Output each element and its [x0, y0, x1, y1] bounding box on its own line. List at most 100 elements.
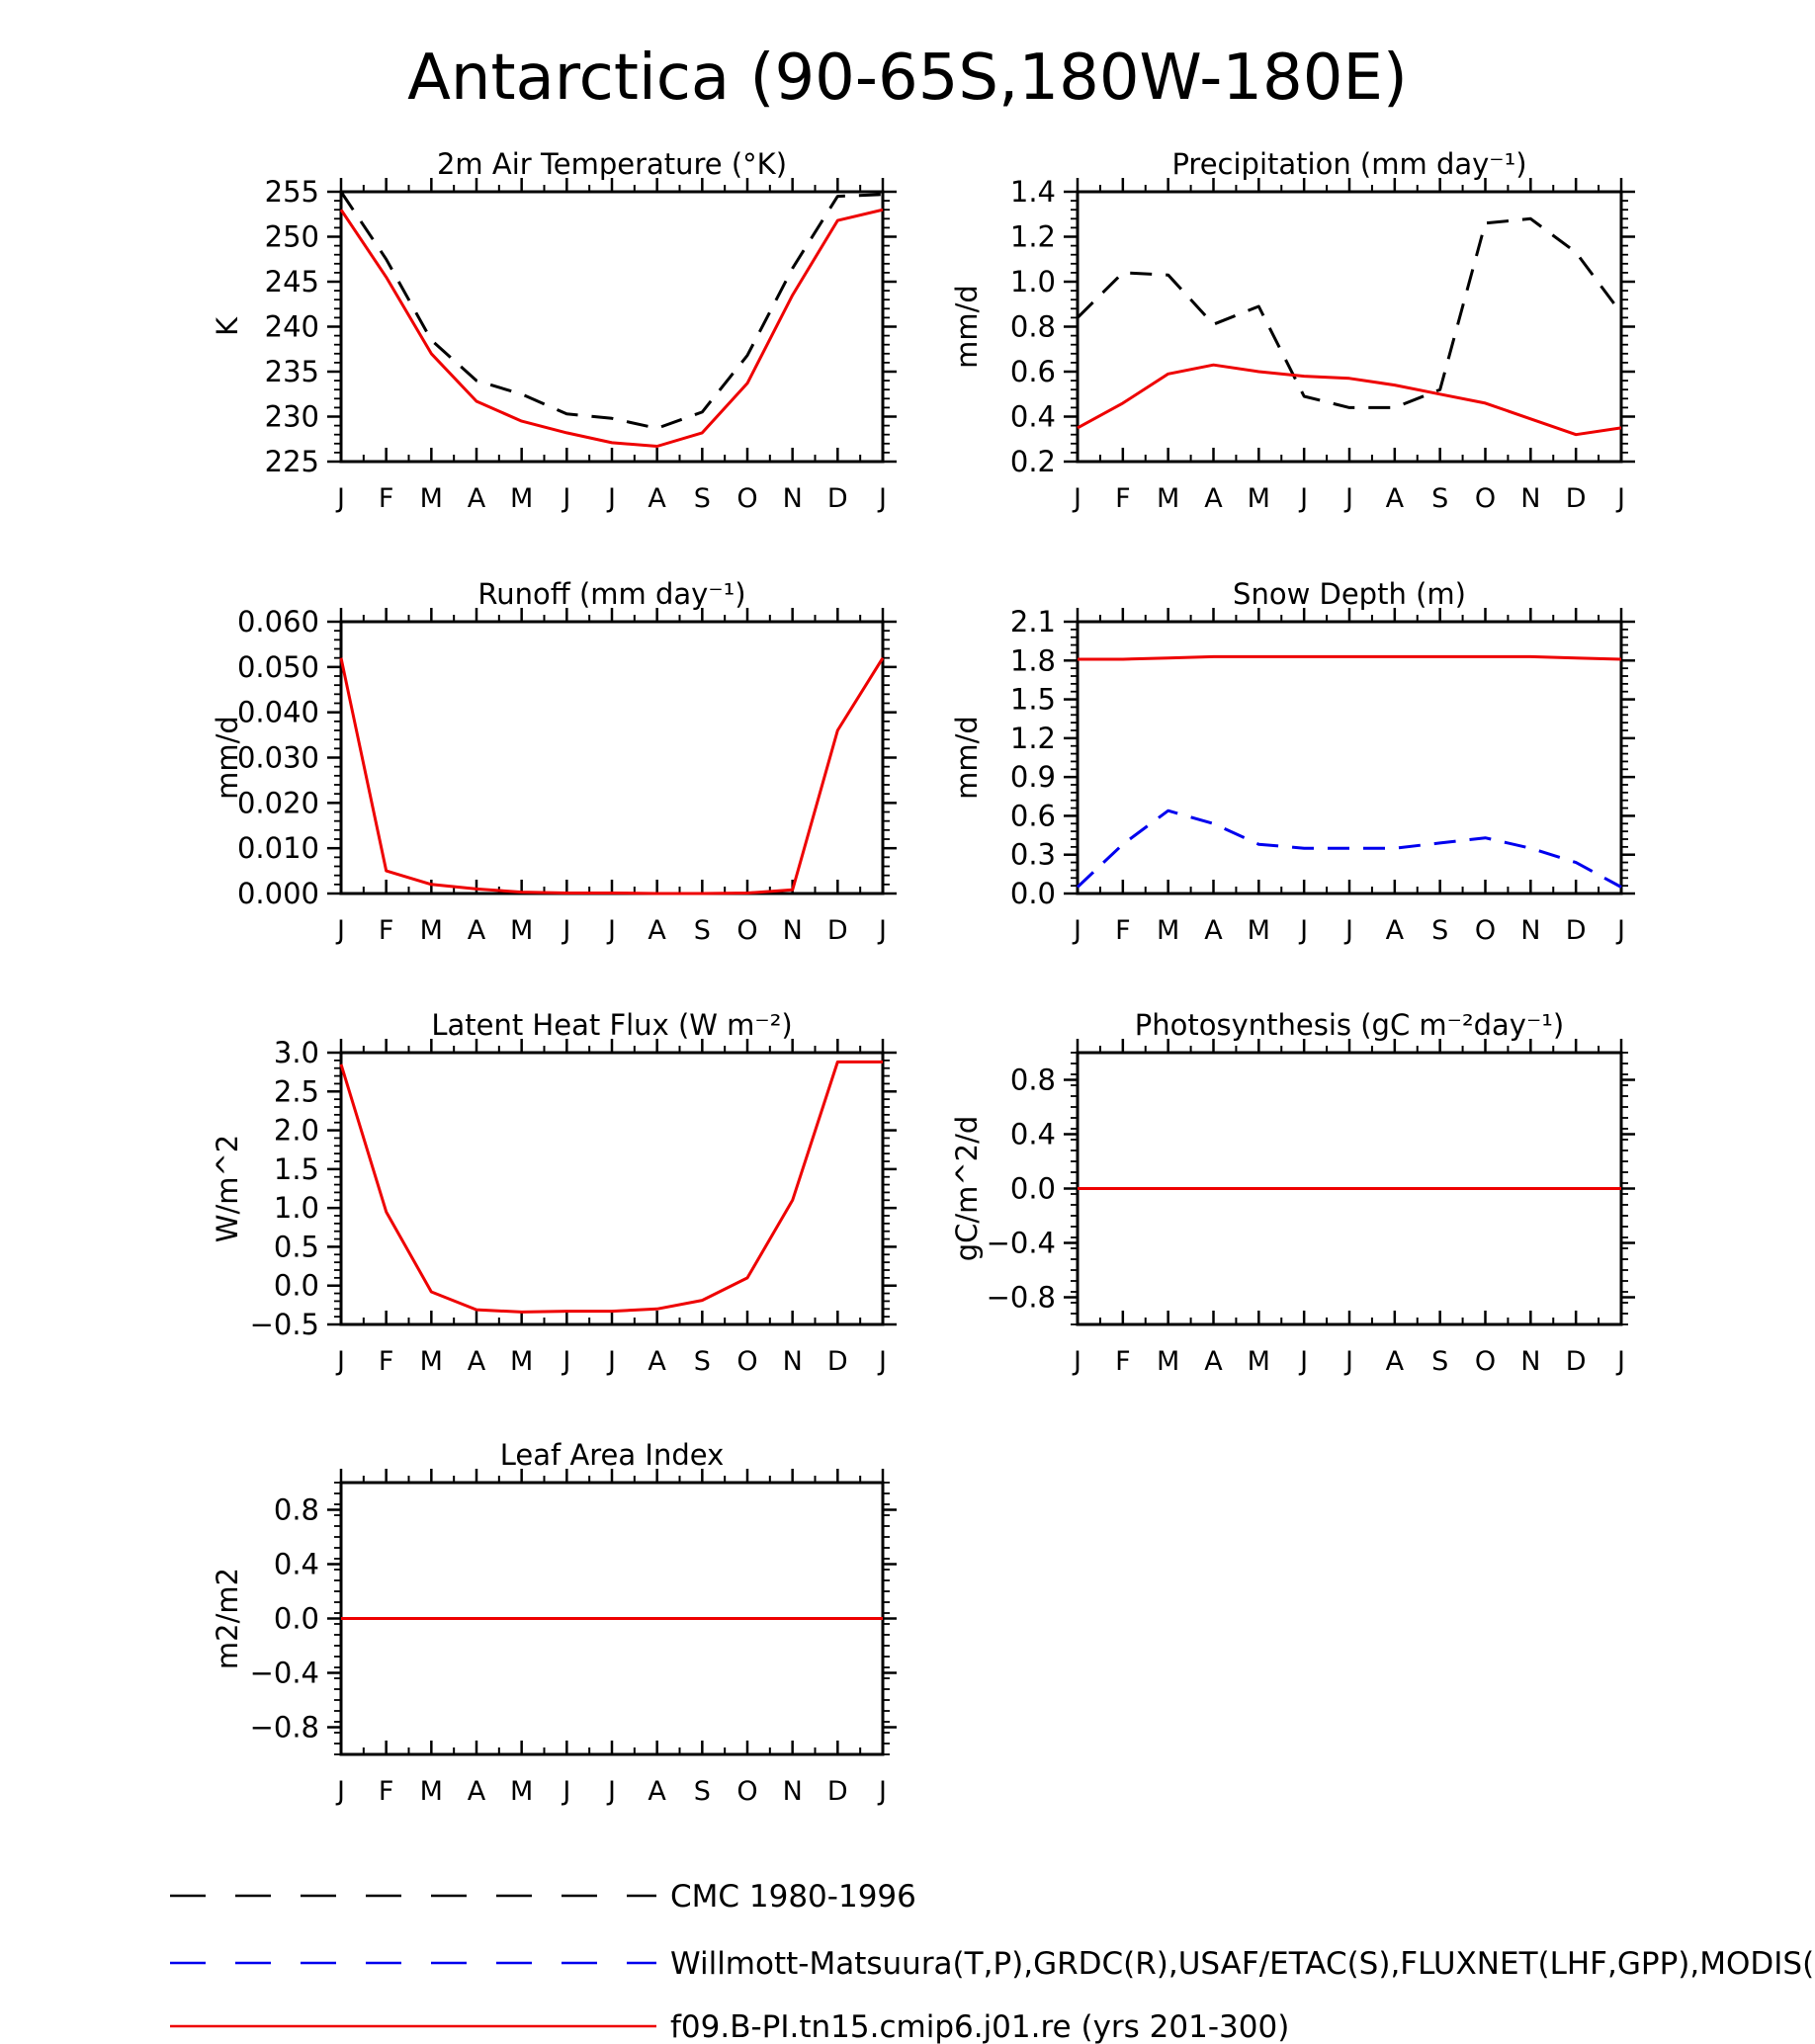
y-tick-label: −0.5 [250, 1308, 319, 1341]
panel-title: Precipitation (mm day⁻¹) [1171, 147, 1526, 181]
x-tick-label: J [1072, 483, 1081, 514]
x-tick-label: J [561, 1346, 570, 1377]
x-tick-label: J [606, 1776, 616, 1807]
panel-title: 2m Air Temperature (°K) [437, 147, 787, 181]
y-tick-label: 0.6 [1010, 799, 1056, 832]
x-tick-label: J [561, 1776, 570, 1807]
panel-title: Runoff (mm day⁻¹) [477, 577, 745, 611]
x-tick-label: J [606, 1346, 616, 1377]
y-tick-label: 0.8 [1010, 1064, 1056, 1097]
y-tick-label: 0.000 [237, 877, 319, 910]
x-tick-label: A [468, 915, 486, 946]
y-tick-label: 0.4 [1010, 1118, 1056, 1151]
x-tick-label: A [1204, 915, 1223, 946]
y-tick-label: 0.0 [274, 1269, 319, 1303]
x-tick-label: M [1157, 1346, 1179, 1377]
y-axis-label: mm/d [950, 285, 984, 369]
x-tick-label: J [877, 1346, 887, 1377]
y-axis-label: mm/d [950, 716, 984, 800]
y-tick-label: 225 [265, 445, 319, 478]
y-tick-label: 1.2 [1010, 220, 1056, 254]
x-tick-label: M [1157, 915, 1179, 946]
x-tick-label: A [1386, 483, 1405, 514]
y-tick-label: 2.1 [1010, 605, 1056, 639]
x-tick-label: J [1298, 483, 1308, 514]
panel-title: Latent Heat Flux (W m⁻²) [431, 1008, 792, 1042]
legend: CMC 1980-1996 Willmott-Matsuura(T,P),GRDC… [170, 1879, 1814, 2044]
x-tick-label: M [1157, 483, 1179, 514]
y-tick-label: 0.020 [237, 786, 319, 819]
x-tick-label: S [1431, 1346, 1448, 1377]
y-tick-label: 1.8 [1010, 643, 1056, 677]
series-line-1 [339, 191, 884, 430]
series-line-2 [339, 208, 884, 448]
y-tick-label: 0.0 [274, 1602, 319, 1636]
legend-label-3: f09.B-PI.tn15.cmip6.j01.re (yrs 201-300) [670, 2009, 1289, 2044]
y-tick-label: 240 [265, 310, 319, 344]
y-tick-label: 0.0 [1010, 1172, 1056, 1206]
x-tick-label: J [1615, 1346, 1625, 1377]
x-tick-label: M [1248, 1346, 1270, 1377]
x-tick-label: J [335, 915, 345, 946]
x-tick-label: M [420, 915, 443, 946]
x-tick-label: A [1386, 915, 1405, 946]
x-tick-label: O [1475, 483, 1496, 514]
x-tick-label: D [1566, 483, 1587, 514]
panel-2: J F M A M J J A S O N D J0.20.40.60.81.01.21.4Precip… [950, 147, 1635, 514]
x-tick-label: S [694, 1346, 711, 1377]
y-tick-label: −0.8 [250, 1711, 319, 1745]
series-line-3 [1078, 654, 1622, 661]
legend-label-2: Willmott-Matsuura(T,P),GRDC(R),USAF/ETAC… [670, 1946, 1814, 1982]
x-tick-label: J [1343, 1346, 1353, 1377]
x-tick-label: M [510, 1346, 533, 1377]
panel-3: J F M A M J J A S O N D J0.0000.0100.0200.0300.0400.… [211, 577, 897, 946]
x-tick-label: J [877, 1776, 887, 1807]
y-tick-label: 255 [265, 175, 319, 209]
y-tick-label: 0.030 [237, 741, 319, 775]
x-tick-label: S [694, 483, 711, 514]
x-tick-label: O [1475, 915, 1496, 946]
x-tick-label: A [1204, 483, 1223, 514]
x-tick-label: J [606, 483, 616, 514]
y-tick-label: 0.050 [237, 650, 319, 684]
y-tick-label: 1.5 [1010, 683, 1056, 717]
y-tick-label: −0.4 [250, 1657, 319, 1690]
x-tick-label: A [648, 483, 666, 514]
panel-title: Leaf Area Index [500, 1438, 724, 1472]
x-tick-label: N [783, 1346, 803, 1377]
x-tick-label: D [1566, 1346, 1587, 1377]
y-tick-label: 0.0 [1010, 877, 1056, 910]
y-tick-label: 1.4 [1010, 175, 1056, 209]
x-tick-label: F [379, 1776, 394, 1807]
x-tick-label: F [1115, 483, 1131, 514]
panel-5: J F M A M J J A S O N D J−0.50.00.51.01.52.02.53.0La… [211, 1008, 897, 1377]
x-tick-label: D [827, 915, 848, 946]
x-tick-label: J [606, 915, 616, 946]
y-tick-label: 0.040 [237, 696, 319, 729]
y-tick-label: 0.4 [274, 1548, 319, 1581]
x-tick-label: N [783, 483, 803, 514]
x-tick-label: J [1072, 915, 1081, 946]
x-tick-label: J [1072, 1346, 1081, 1377]
series-line-2 [1077, 363, 1622, 437]
x-tick-label: J [1343, 483, 1353, 514]
y-tick-label: 0.5 [274, 1230, 319, 1263]
x-tick-label: A [648, 915, 666, 946]
y-tick-label: 245 [265, 265, 319, 298]
panel-4: J F M A M J J A S O N D J0.00.30.60.91.21.51.82.1Sno… [950, 577, 1635, 946]
x-tick-label: S [694, 1776, 711, 1807]
figure-title: Antarctica (90-65S,180W-180E) [407, 42, 1408, 115]
y-tick-label: 1.0 [1010, 265, 1056, 298]
series-line-2 [1076, 809, 1622, 889]
plot-frame [1076, 620, 1623, 895]
x-tick-label: F [379, 1346, 394, 1377]
y-tick-label: 0.9 [1010, 760, 1056, 794]
x-tick-label: J [1343, 915, 1353, 946]
panel-title: Snow Depth (m) [1233, 577, 1466, 611]
y-tick-label: 0.6 [1010, 355, 1056, 388]
y-axis-label: K [211, 316, 244, 336]
x-tick-label: F [1115, 1346, 1131, 1377]
y-tick-label: 1.5 [274, 1152, 319, 1186]
